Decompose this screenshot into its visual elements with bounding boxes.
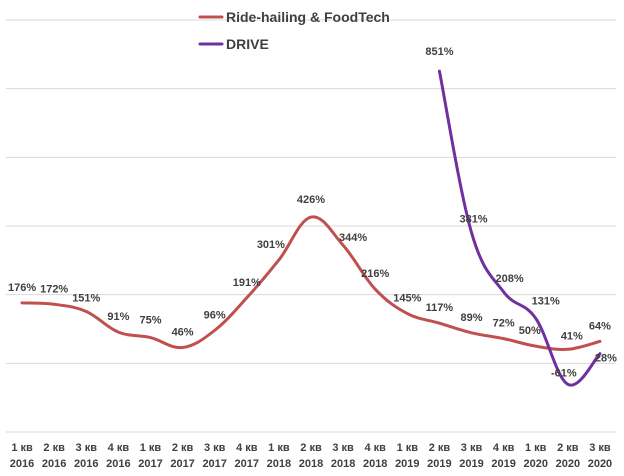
x-tick-quarter: 3 кв <box>332 442 354 454</box>
x-tick-quarter: 4 кв <box>364 442 386 454</box>
data-label: 117% <box>426 302 454 314</box>
x-tick-quarter: 3 кв <box>204 442 226 454</box>
data-label: 64% <box>589 320 611 332</box>
x-tick-quarter: 3 кв <box>461 442 483 454</box>
series-line-0 <box>20 215 602 351</box>
x-tick-quarter: 4 кв <box>236 442 258 454</box>
x-tick-year: 2019 <box>459 458 483 470</box>
x-tick-year: 2020 <box>588 458 612 470</box>
data-label: 426% <box>297 194 325 206</box>
x-tick-year: 2018 <box>363 458 387 470</box>
series-line-1 <box>437 69 602 387</box>
x-tick-year: 2018 <box>299 458 323 470</box>
data-label: 208% <box>496 273 524 285</box>
x-axis-tick-labels: 1 кв 2016 2 кв 2016 3 кв 2016 4 кв 2016 1 кв 2017… <box>10 442 612 470</box>
x-tick-quarter: 1 кв <box>140 442 162 454</box>
data-label: 344% <box>339 232 367 244</box>
data-label: 172% <box>40 283 68 295</box>
data-label: 50% <box>519 325 541 337</box>
x-tick-quarter: 1 кв <box>11 442 33 454</box>
legend-label: Ride-hailing & FoodTech <box>226 9 390 25</box>
data-label: -61% <box>551 367 577 379</box>
data-label: 131% <box>532 295 560 307</box>
legend: Ride-hailing & FoodTech DRIVE <box>198 9 390 52</box>
x-tick-year: 2019 <box>427 458 451 470</box>
data-label: 89% <box>461 312 483 324</box>
data-label: 151% <box>72 292 100 304</box>
x-tick-quarter: 1 кв <box>397 442 419 454</box>
legend-label: DRIVE <box>226 36 269 52</box>
data-label: 46% <box>172 327 194 339</box>
x-tick-quarter: 2 кв <box>300 442 322 454</box>
data-label: 28% <box>595 353 617 365</box>
x-tick-year: 2016 <box>10 458 34 470</box>
data-label: 176% <box>8 282 36 294</box>
data-label: 75% <box>139 315 161 327</box>
data-label: 72% <box>493 318 515 330</box>
x-tick-year: 2018 <box>267 458 291 470</box>
x-tick-year: 2016 <box>42 458 66 470</box>
data-label: 96% <box>204 309 226 321</box>
x-tick-quarter: 2 кв <box>429 442 451 454</box>
data-label: 851% <box>425 46 453 58</box>
x-tick-quarter: 2 кв <box>172 442 194 454</box>
x-tick-quarter: 4 кв <box>108 442 130 454</box>
data-labels: 176% 172% 151% 91% 75% 46% 96% 191% 301% 426% 344%… <box>8 46 617 379</box>
x-tick-year: 2019 <box>491 458 515 470</box>
x-tick-quarter: 2 кв <box>557 442 579 454</box>
data-label: 191% <box>233 277 261 289</box>
x-tick-year: 2016 <box>106 458 130 470</box>
x-tick-quarter: 3 кв <box>76 442 98 454</box>
data-label: 145% <box>393 293 421 305</box>
x-tick-year: 2017 <box>170 458 194 470</box>
data-label: 41% <box>561 330 583 342</box>
x-tick-year: 2016 <box>74 458 98 470</box>
data-label: 91% <box>107 311 129 323</box>
x-tick-year: 2017 <box>138 458 162 470</box>
x-tick-year: 2017 <box>235 458 259 470</box>
x-tick-quarter: 4 кв <box>493 442 515 454</box>
data-label: 381% <box>459 214 487 226</box>
x-tick-quarter: 1 кв <box>525 442 547 454</box>
x-tick-quarter: 2 кв <box>43 442 65 454</box>
data-label: 216% <box>361 268 389 280</box>
x-tick-year: 2020 <box>523 458 547 470</box>
series-lines <box>20 69 602 387</box>
x-tick-year: 2019 <box>395 458 419 470</box>
data-label: 301% <box>257 239 285 251</box>
x-tick-year: 2017 <box>202 458 226 470</box>
x-tick-year: 2020 <box>556 458 580 470</box>
x-tick-quarter: 3 кв <box>589 442 611 454</box>
x-tick-quarter: 1 кв <box>268 442 290 454</box>
gridlines <box>6 19 616 433</box>
x-tick-year: 2018 <box>331 458 355 470</box>
